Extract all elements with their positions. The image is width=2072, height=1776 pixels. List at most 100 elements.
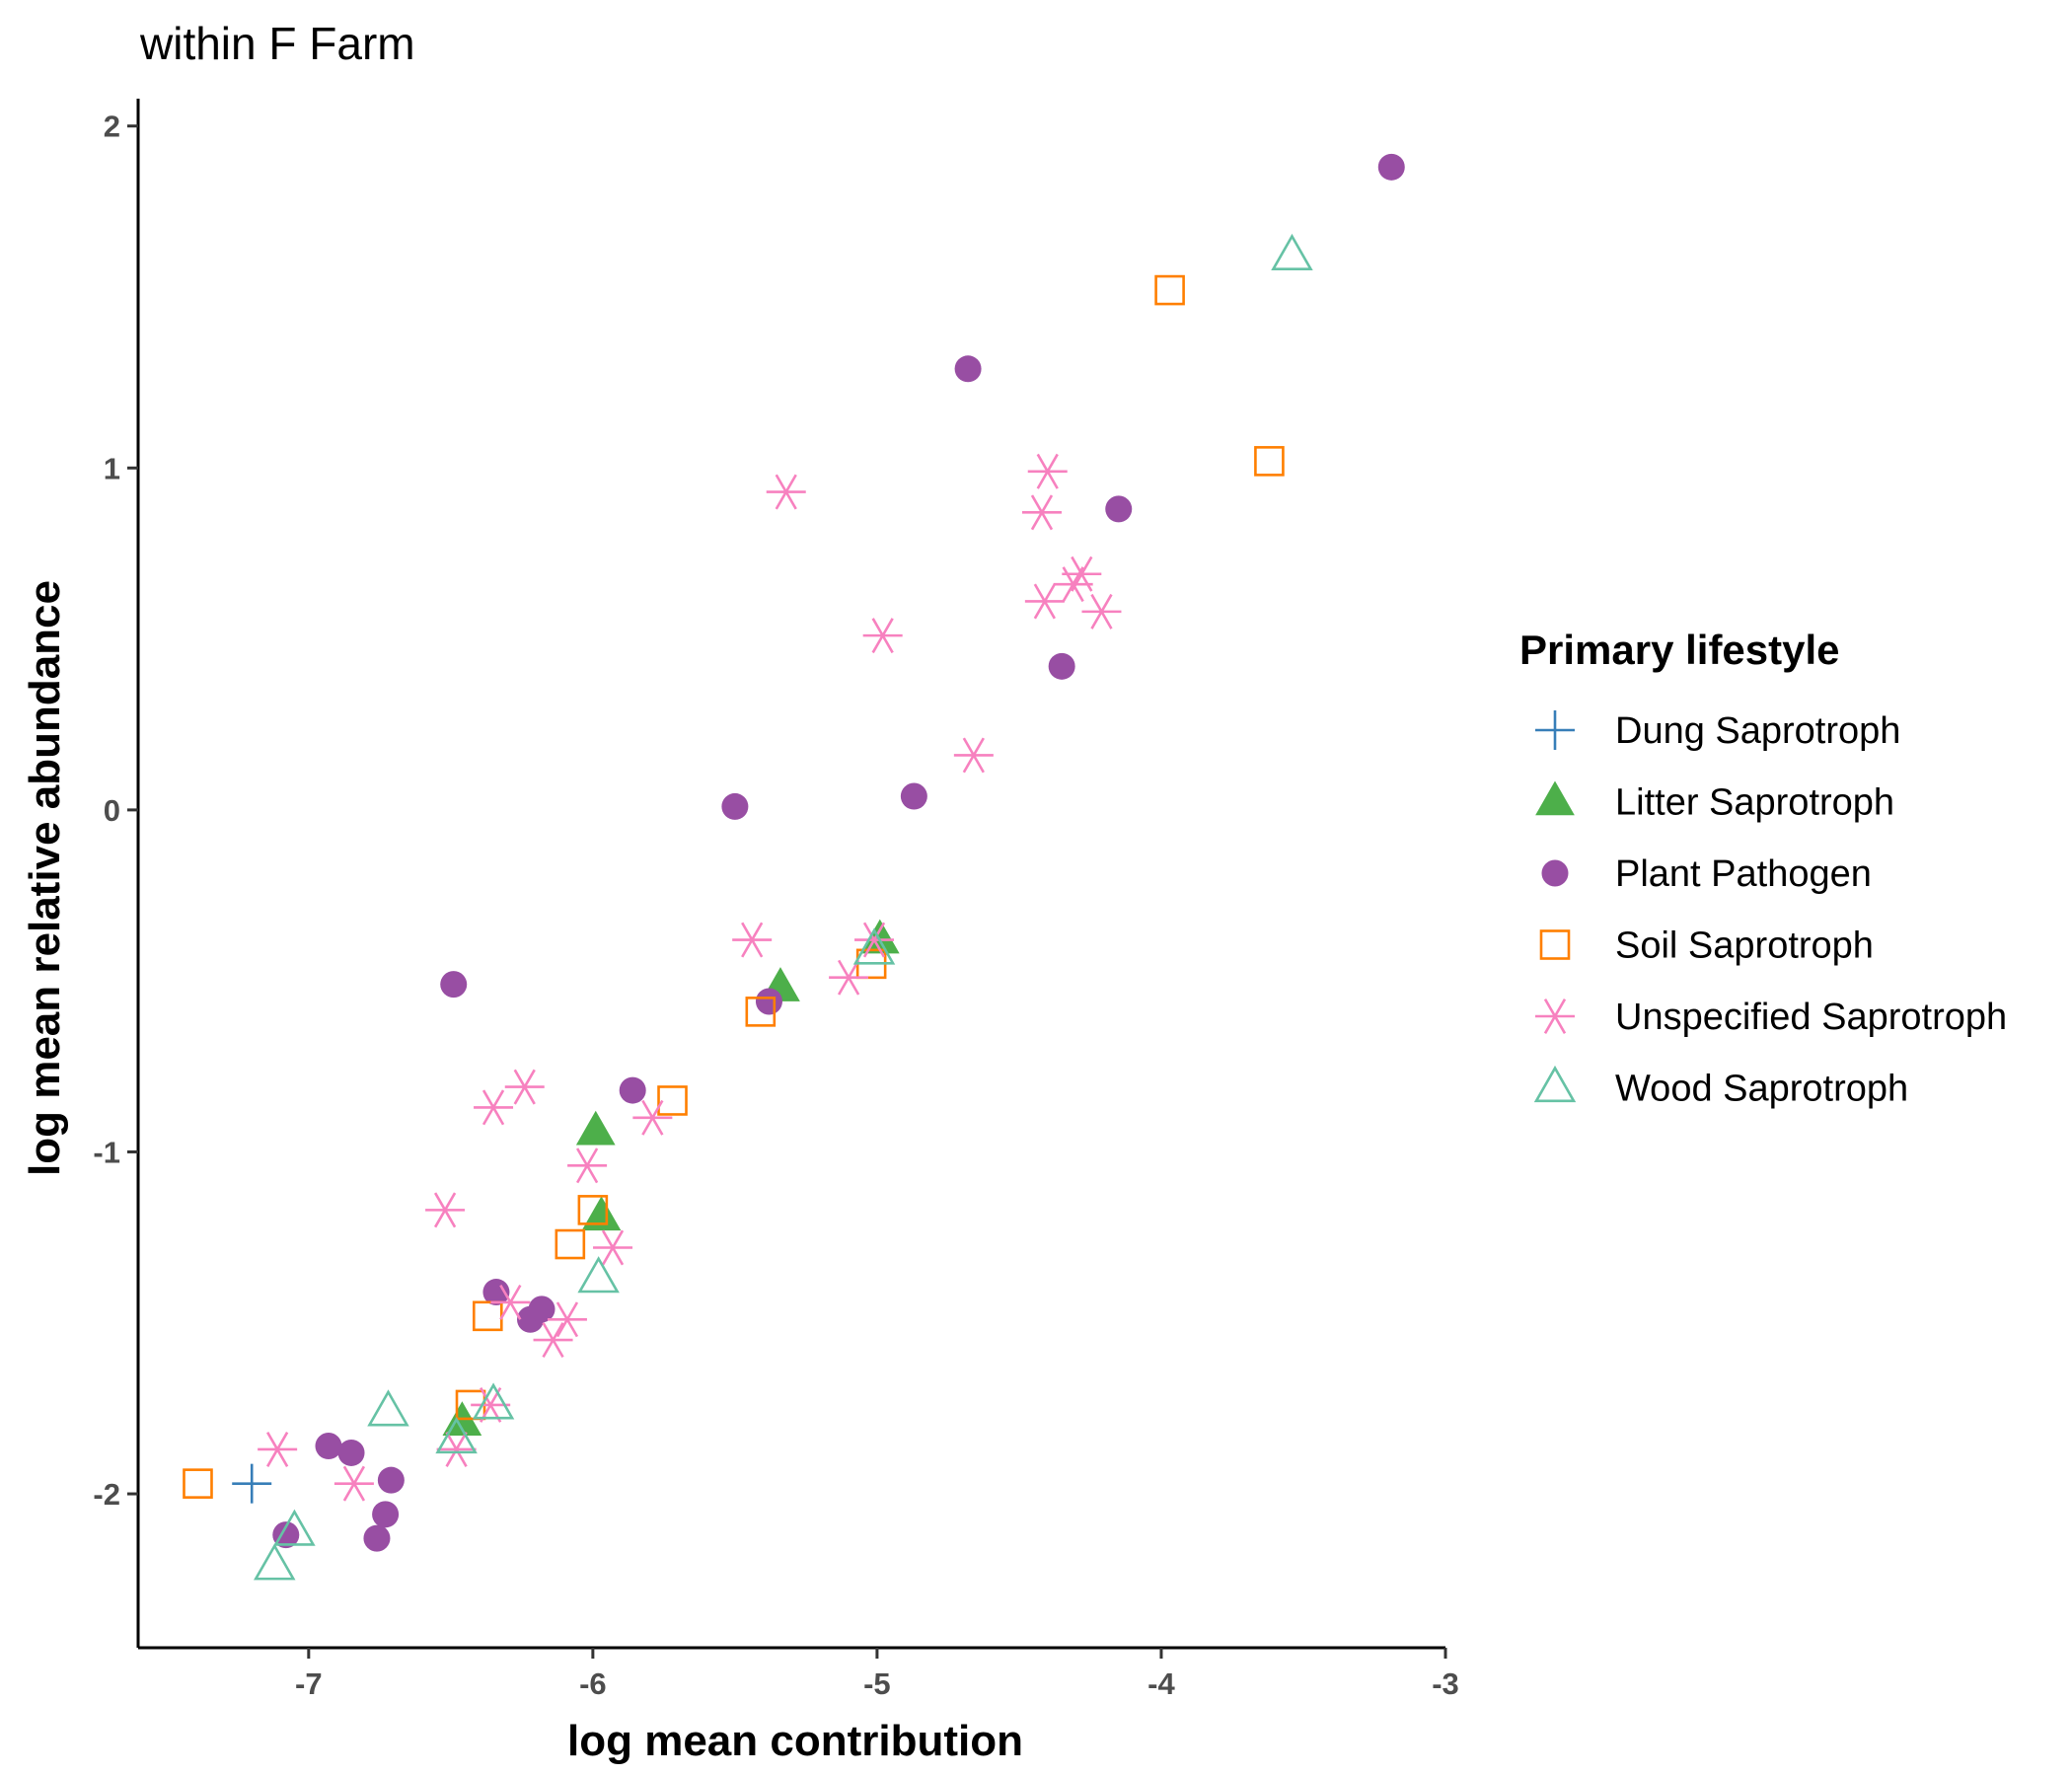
legend-label: Plant Pathogen — [1615, 853, 1872, 895]
legend-label: Wood Saprotroph — [1615, 1069, 1908, 1110]
data-point — [555, 1228, 586, 1260]
data-point — [490, 1284, 531, 1320]
legend-key — [1539, 929, 1571, 960]
x-tick-label: -6 — [579, 1666, 607, 1701]
legend-key — [1535, 780, 1575, 816]
data-point — [1254, 446, 1285, 477]
x-tick-label: -7 — [295, 1666, 323, 1701]
x-tick-label: -3 — [1432, 1666, 1459, 1701]
series-plant-pathogen — [272, 153, 1405, 1552]
x-axis-title: log mean contribution — [567, 1717, 1023, 1765]
series-dung-saprotroph — [232, 1463, 272, 1504]
data-point — [732, 922, 773, 958]
data-point — [953, 737, 994, 774]
data-point — [232, 1463, 272, 1504]
chart-title: within F Farm — [139, 18, 415, 69]
data-point — [577, 1256, 620, 1294]
series-unspecified-saprotroph — [258, 453, 1122, 1502]
y-tick-label: -1 — [93, 1135, 120, 1169]
data-point — [1105, 495, 1133, 523]
legend-label: Litter Saprotroph — [1615, 782, 1894, 824]
data-point — [1081, 593, 1122, 629]
legend-item: Litter Saprotroph — [1535, 780, 1894, 824]
plot-area: -7 -6 -5 -4 -3 -2 -1 0 1 2 — [93, 99, 1459, 1701]
data-point — [581, 1196, 622, 1231]
y-tick-label: 1 — [104, 451, 120, 485]
data-point — [1154, 274, 1185, 306]
legend-title: Primary lifestyle — [1519, 627, 1840, 673]
data-point — [254, 1543, 296, 1581]
data-point — [472, 1300, 503, 1332]
data-point — [657, 1085, 688, 1116]
data-point — [721, 792, 749, 820]
data-point — [1024, 583, 1065, 620]
data-point — [1021, 494, 1062, 531]
data-point — [829, 959, 869, 996]
legend-key — [1533, 1065, 1577, 1103]
data-point — [258, 1432, 298, 1467]
legend-key — [1535, 710, 1575, 750]
x-tick-label: -4 — [1147, 1666, 1175, 1701]
y-axis-title: log mean relative abundance — [21, 580, 69, 1176]
data-point — [315, 1433, 342, 1460]
legend-item: Plant Pathogen — [1541, 853, 1872, 895]
data-point — [372, 1501, 400, 1528]
data-point — [435, 1417, 478, 1454]
data-point — [1053, 566, 1093, 603]
data-point — [1048, 652, 1075, 680]
legend-label: Soil Saprotroph — [1615, 925, 1874, 967]
data-point — [954, 355, 982, 383]
legend-key — [1541, 859, 1569, 887]
data-point — [472, 1382, 515, 1420]
series-soil-saprotroph — [183, 274, 1285, 1499]
data-point — [272, 1521, 300, 1549]
data-point — [333, 1465, 374, 1502]
data-point — [504, 1069, 545, 1105]
legend-item: Dung Saprotroph — [1535, 710, 1900, 752]
data-point — [547, 1301, 587, 1338]
legend-label: Dung Saprotroph — [1615, 710, 1900, 752]
data-point — [632, 1099, 673, 1136]
y-tick-label: 0 — [104, 793, 120, 828]
legend-label: Unspecified Saprotroph — [1615, 997, 2007, 1038]
data-point — [852, 927, 896, 965]
data-point — [436, 1432, 477, 1467]
data-point — [577, 1195, 609, 1225]
data-point — [854, 922, 895, 958]
data-point — [440, 971, 468, 999]
data-point — [862, 618, 903, 654]
data-point — [619, 1076, 646, 1104]
data-point — [474, 1089, 514, 1126]
legend: Primary lifestyle Dung Saprotroph Litter … — [1519, 627, 2007, 1110]
legend-item: Soil Saprotroph — [1539, 925, 1874, 967]
data-point — [377, 1466, 405, 1494]
legend-key — [1535, 999, 1575, 1034]
data-point — [1027, 453, 1068, 489]
data-point — [745, 997, 777, 1027]
data-point — [533, 1322, 573, 1359]
series-litter-saprotroph — [442, 919, 900, 1437]
data-point — [1377, 153, 1405, 181]
data-point — [575, 1110, 616, 1146]
data-point — [425, 1192, 466, 1228]
x-tick-label: -5 — [863, 1666, 891, 1701]
data-point — [1271, 233, 1313, 271]
data-point — [183, 1468, 213, 1499]
data-point — [567, 1147, 608, 1184]
data-point — [593, 1229, 633, 1266]
data-point — [900, 782, 927, 810]
data-point — [755, 988, 782, 1015]
data-point — [337, 1439, 365, 1466]
data-point — [482, 1279, 510, 1306]
y-tick-label: 2 — [104, 110, 120, 144]
data-point — [273, 1509, 316, 1546]
data-point — [766, 474, 806, 510]
data-point — [367, 1389, 409, 1427]
data-point — [528, 1295, 555, 1323]
legend-item: Wood Saprotroph — [1533, 1065, 1908, 1110]
legend-item: Unspecified Saprotroph — [1535, 997, 2007, 1038]
y-tick-label: -2 — [93, 1477, 120, 1512]
series-wood-saprotroph — [254, 233, 1313, 1581]
data-point — [363, 1524, 391, 1552]
